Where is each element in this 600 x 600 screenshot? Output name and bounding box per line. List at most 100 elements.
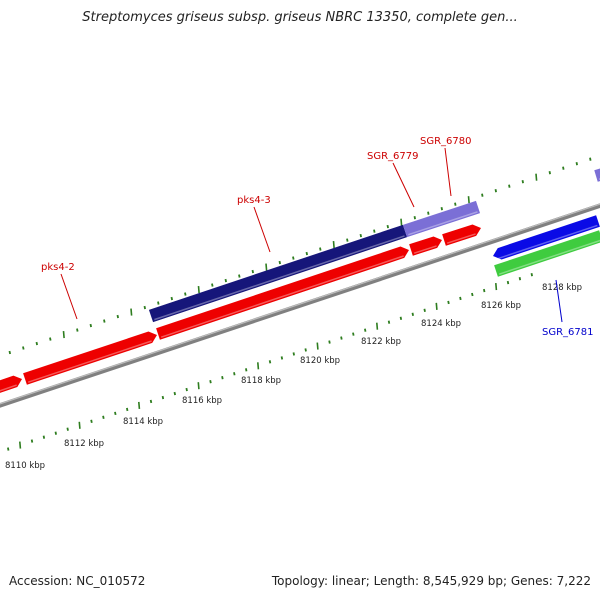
- gene-red-sgr6780[interactable]: [442, 224, 481, 246]
- tick-mark: [197, 285, 200, 294]
- scale-label: 8126 kbp: [481, 301, 521, 311]
- gene-red-pks4-2-body: [23, 331, 158, 385]
- tick-mark: [399, 316, 403, 320]
- tick-mark: [359, 233, 362, 238]
- scale-label: 8122 kbp: [361, 337, 401, 347]
- tick-mark: [245, 368, 248, 372]
- upper-tick-track: [8, 157, 592, 355]
- tick-mark: [35, 341, 38, 346]
- tick-mark: [30, 439, 34, 443]
- tick-mark: [103, 319, 106, 323]
- tick-mark: [143, 305, 146, 310]
- gene-lavender-edge-body: [594, 168, 600, 182]
- tick-mark: [292, 256, 295, 260]
- tick-mark: [170, 296, 173, 301]
- tick-mark: [411, 312, 414, 316]
- tick-mark: [340, 336, 343, 340]
- lower-tick-track: [7, 273, 533, 451]
- gene-green[interactable]: [494, 230, 600, 277]
- tick-mark: [483, 288, 486, 293]
- gene-label-leader: [253, 206, 271, 253]
- tick-mark: [149, 399, 153, 404]
- gene-label-leader: [60, 273, 78, 320]
- tick-mark: [506, 280, 510, 285]
- tick-mark: [346, 238, 349, 242]
- tick-mark: [126, 407, 129, 412]
- gene-navy-block[interactable]: [148, 224, 408, 323]
- tick-mark: [589, 157, 592, 161]
- tick-mark: [185, 387, 188, 392]
- tick-mark: [157, 301, 160, 305]
- gene-red-pks4-2-highlight: [27, 340, 152, 383]
- tick-mark: [251, 269, 254, 274]
- tick-mark: [76, 328, 79, 332]
- tick-mark: [278, 260, 281, 265]
- tick-mark: [221, 376, 224, 380]
- gene-red-sgr6780-body: [442, 224, 481, 246]
- tick-mark: [435, 302, 438, 310]
- tick-mark: [224, 278, 227, 283]
- gene-red-pks4-3[interactable]: [156, 246, 409, 340]
- tick-mark: [304, 348, 307, 352]
- tick-mark: [423, 308, 426, 313]
- scale-labels: 8110 kbp 8112 kbp 8114 kbp 8116 kbp 8118 kbp…: [5, 283, 582, 471]
- gene-label[interactable]: SGR_6779: [367, 151, 419, 162]
- gene-lavender-block-body: [402, 200, 481, 238]
- tick-mark: [62, 330, 65, 339]
- tick-mark: [22, 346, 25, 350]
- tick-mark: [387, 320, 391, 324]
- tick-mark: [518, 276, 522, 281]
- gene-red-1[interactable]: [0, 375, 22, 396]
- tick-mark: [328, 340, 331, 344]
- tick-mark: [467, 196, 470, 204]
- tick-mark: [116, 314, 119, 319]
- gene-red-sgr6779[interactable]: [409, 236, 442, 256]
- gene-green-highlight: [498, 239, 600, 275]
- tick-mark: [233, 372, 236, 376]
- tick-mark: [495, 282, 498, 291]
- tick-mark: [49, 337, 52, 341]
- tick-mark: [265, 263, 268, 271]
- gene-label-leader: [444, 147, 452, 197]
- gene-lavender-edge[interactable]: [594, 167, 600, 182]
- gene-red-sgr6780-highlight: [446, 233, 476, 244]
- gene-label[interactable]: pks4-2: [41, 262, 75, 273]
- tick-mark: [332, 241, 335, 249]
- tick-mark: [19, 441, 22, 449]
- tick-mark: [89, 323, 92, 328]
- scale-label: 8114 kbp: [123, 417, 163, 427]
- gene-label[interactable]: pks4-3: [237, 195, 271, 206]
- tick-mark: [305, 251, 308, 256]
- tick-mark: [373, 229, 376, 233]
- tick-mark: [211, 283, 214, 287]
- tick-mark: [268, 360, 272, 364]
- scale-label: 8110 kbp: [5, 461, 45, 471]
- tick-mark: [521, 179, 524, 184]
- tick-mark: [494, 188, 497, 193]
- tick-mark: [316, 342, 319, 350]
- tick-mark: [42, 435, 46, 439]
- tick-mark: [292, 352, 295, 356]
- gene-blue-sgr6781[interactable]: [493, 215, 600, 260]
- tick-mark: [184, 292, 187, 296]
- scale-label: 8116 kbp: [182, 396, 222, 406]
- tick-mark: [319, 247, 322, 251]
- gene-label[interactable]: SGR_6780: [420, 136, 472, 147]
- tick-mark: [138, 401, 141, 410]
- tick-mark: [459, 296, 462, 301]
- gene-label[interactable]: SGR_6781: [542, 327, 594, 338]
- tick-mark: [562, 166, 565, 170]
- genome-title: Streptomyces griseus subsp. griseus NBRC…: [82, 10, 518, 25]
- gene-blue-sgr6781-body: [493, 215, 600, 260]
- tick-mark: [102, 415, 105, 420]
- scale-label: 8118 kbp: [241, 376, 281, 386]
- gene-red-sgr6779-highlight: [413, 245, 437, 254]
- tick-mark: [508, 184, 511, 188]
- tick-mark: [364, 328, 367, 332]
- tick-mark: [257, 362, 260, 370]
- gene-red-pks4-2[interactable]: [23, 331, 158, 385]
- gene-lavender-block[interactable]: [402, 200, 481, 238]
- tick-mark: [386, 224, 389, 229]
